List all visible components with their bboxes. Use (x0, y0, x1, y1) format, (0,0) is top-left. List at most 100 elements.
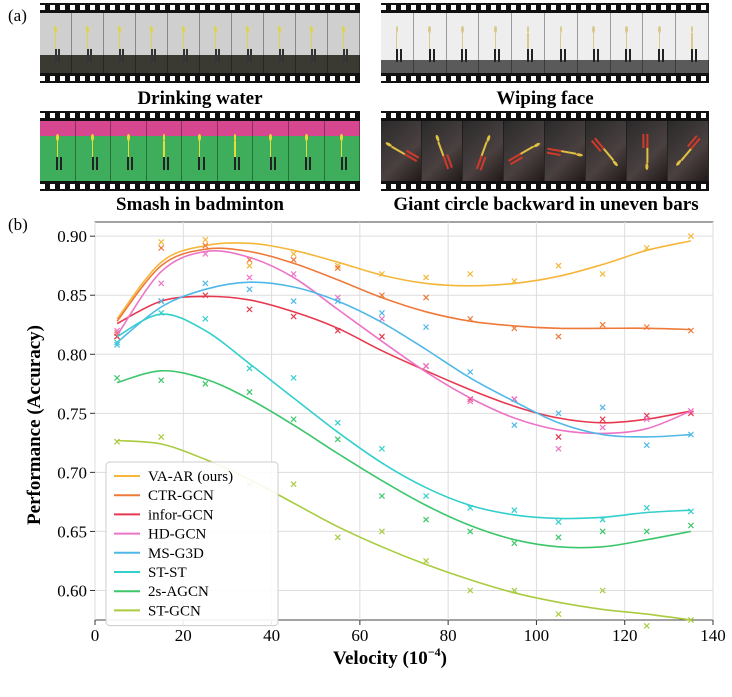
caption-smash-badminton: Smash in badminton (116, 194, 284, 215)
data-point (423, 492, 430, 500)
film-frame (217, 121, 254, 181)
data-point (158, 377, 165, 384)
x-tick-label: 40 (263, 626, 280, 645)
data-point (114, 374, 121, 381)
legend-label: infor-GCN (148, 507, 214, 523)
data-point (290, 313, 297, 320)
data-point (423, 557, 430, 564)
legend-item: ST-ST (114, 565, 187, 581)
skeleton-figure (526, 26, 534, 63)
data-point (378, 528, 385, 535)
data-point (643, 324, 650, 331)
series-1 (114, 242, 694, 340)
film-frame (479, 13, 513, 73)
data-point (599, 321, 606, 328)
data-point (246, 306, 253, 313)
x-tick-label: 120 (612, 626, 638, 645)
film-frame (512, 13, 545, 73)
skeleton-figure (690, 26, 698, 63)
data-point (599, 516, 606, 523)
data-point (378, 333, 385, 340)
skeleton-figure (309, 26, 317, 63)
data-point (246, 262, 253, 269)
y-tick-label: 0.60 (57, 581, 87, 600)
film-frame (676, 13, 709, 73)
data-point (246, 274, 253, 281)
data-point (467, 270, 474, 277)
series-6 (114, 369, 694, 549)
data-point (643, 622, 650, 629)
data-point (378, 492, 385, 500)
data-point (202, 380, 209, 387)
data-point (334, 419, 341, 426)
data-point (290, 298, 297, 305)
series-line (116, 295, 692, 424)
film-frame (627, 121, 668, 181)
panel-a-label: (a) (8, 6, 27, 25)
skeleton-figure (90, 134, 98, 171)
data-point (290, 481, 297, 488)
film-frame (168, 13, 200, 73)
film-frame (577, 13, 611, 73)
film-strip-drinking-water (40, 3, 360, 83)
legend-label: VA-AR (ours) (148, 469, 233, 485)
skeleton-figure (341, 26, 349, 63)
legend-item: VA-AR (ours) (114, 469, 233, 485)
data-point (555, 534, 562, 541)
data-point (290, 270, 297, 277)
data-point (599, 587, 606, 594)
data-point (599, 424, 606, 431)
data-point (334, 262, 341, 269)
legend-label: MS-G3D (148, 546, 204, 562)
data-point (511, 422, 518, 429)
data-point (334, 327, 341, 334)
data-point (202, 236, 209, 243)
legend-item: infor-GCN (114, 507, 214, 523)
y-tick-label: 0.70 (57, 463, 87, 482)
skeleton-figure (149, 26, 157, 63)
film-frame (104, 13, 136, 73)
data-point (643, 442, 650, 449)
data-point (158, 280, 165, 287)
skeleton-figure (213, 26, 221, 63)
axis-ticks: 0 20 40 60 80 100 120 140 0.60 0.65 0.70 0.75 0.80 0.… (57, 227, 726, 645)
y-axis-label: Performance (Accuracy) (24, 325, 45, 525)
data-point (687, 508, 694, 515)
data-point (158, 433, 165, 440)
data-point (599, 416, 606, 423)
data-point (334, 534, 341, 541)
data-point (158, 298, 165, 305)
data-point (158, 309, 165, 316)
skeleton-figure (53, 26, 61, 63)
film-frame (643, 13, 677, 73)
x-tick-label: 140 (700, 626, 726, 645)
film-frame (182, 121, 218, 181)
film-strip-uneven-bars (381, 111, 709, 191)
data-point (467, 587, 474, 594)
skeleton-figure (232, 134, 241, 171)
data-point (114, 341, 121, 348)
data-point (290, 250, 297, 257)
data-point (423, 516, 430, 523)
data-point (643, 528, 650, 535)
data-point (246, 389, 253, 396)
skeleton-figure (161, 134, 170, 171)
caption-wiping-face: Wiping face (496, 88, 594, 109)
film-frame (545, 121, 586, 181)
data-point (687, 407, 694, 414)
film-frame (75, 121, 112, 181)
film-frame (504, 121, 545, 181)
skeleton-figure (85, 26, 93, 63)
x-axis-label: Velocity (10−4) (333, 645, 447, 669)
data-point (511, 587, 518, 594)
skeleton-figure (245, 26, 253, 63)
series-4 (114, 280, 694, 449)
film-frame (668, 121, 709, 181)
film-frame (264, 13, 296, 73)
x-tick-label: 60 (351, 626, 368, 645)
series-line (116, 313, 691, 520)
skeleton-figure (277, 26, 285, 63)
caption-drinking-water: Drinking water (137, 88, 263, 109)
x-tick-label: 80 (440, 626, 457, 645)
